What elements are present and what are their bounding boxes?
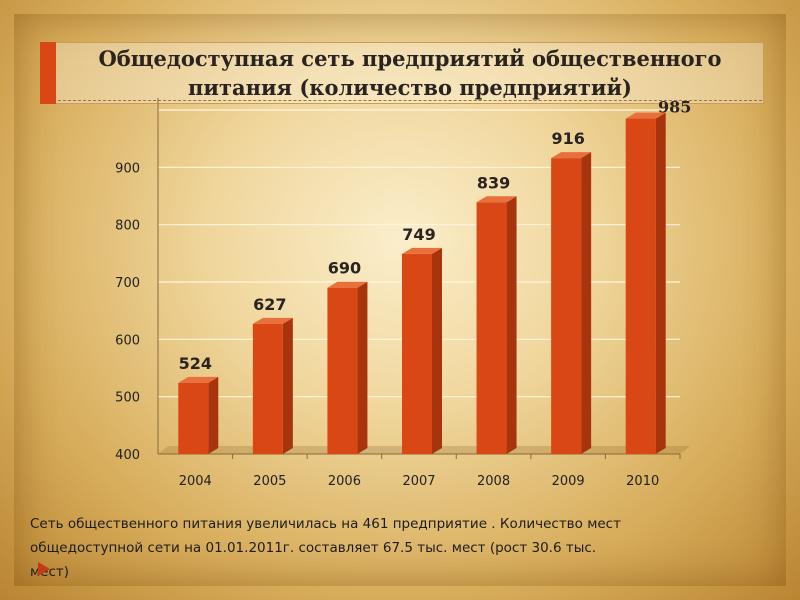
bar-side [655,112,666,454]
bar [402,253,432,454]
bar [551,158,582,454]
bar-side [282,317,293,454]
x-tick-label: 2007 [402,474,435,489]
bar-side [208,376,219,454]
chart-title: Общедоступная сеть предприятий обществен… [60,44,760,102]
y-tick-label: 500 [115,391,140,406]
data-label: 749 [402,225,435,244]
bar-side [357,281,368,454]
x-tick-label: 2009 [552,474,585,489]
x-tick-label: 2004 [179,474,212,489]
data-label: 985 [658,98,691,117]
y-tick-label: 900 [115,161,140,176]
y-tick-label: 800 [115,219,140,234]
y-tick-label: 400 [115,448,140,463]
data-label: 690 [328,259,361,278]
data-label: 916 [551,129,584,148]
data-label: 524 [179,354,212,373]
data-label: 627 [253,295,286,314]
title-accent-bar [40,42,56,104]
data-label: 839 [477,173,510,192]
bar-top [625,112,666,119]
arrow-icon [38,562,50,576]
bar [252,323,283,454]
y-tick-label: 700 [115,276,140,291]
chart-title-line1: Общедоступная сеть предприятий обществен… [98,46,722,71]
bar-top [402,247,442,254]
bar [178,382,209,454]
x-tick-label: 2005 [253,474,286,489]
title-underline [58,100,762,101]
bar-top [551,152,592,159]
footer-line1: Сеть общественного питания увеличилась н… [30,516,621,532]
y-tick-label: 600 [115,333,140,348]
bar-top [476,196,517,203]
x-tick-label: 2010 [626,474,659,489]
bar [327,287,358,454]
bar [625,118,656,454]
footer-note: Сеть общественного питания увеличилась н… [30,512,770,584]
bar-top [252,317,293,324]
bar [476,202,507,454]
bar-top [178,376,219,383]
footer-line3: мест) [30,564,70,580]
bar-side [506,196,517,454]
bar-side [581,152,592,454]
x-tick-label: 2006 [328,474,361,489]
bar-top [327,281,368,288]
footer-line2: общедоступной сети на 01.01.2011г. соста… [30,540,597,556]
title-box [40,42,764,104]
x-tick-label: 2008 [477,474,510,489]
chart-title-line2: питания (количество предприятий) [188,75,632,100]
bar-side [432,247,442,454]
